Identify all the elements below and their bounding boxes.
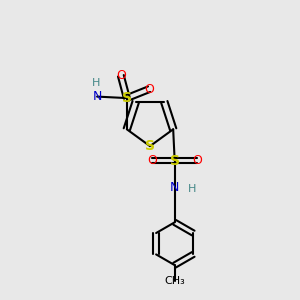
Text: H: H: [92, 78, 100, 88]
Text: S: S: [170, 154, 180, 167]
Text: O: O: [144, 83, 154, 96]
Text: CH₃: CH₃: [164, 276, 185, 286]
Text: O: O: [147, 154, 157, 167]
Text: S: S: [122, 91, 132, 105]
Text: O: O: [116, 69, 126, 82]
Text: N: N: [170, 181, 179, 194]
Text: H: H: [188, 184, 196, 194]
Text: O: O: [192, 154, 202, 167]
Text: S: S: [145, 139, 155, 153]
Text: N: N: [92, 90, 102, 103]
